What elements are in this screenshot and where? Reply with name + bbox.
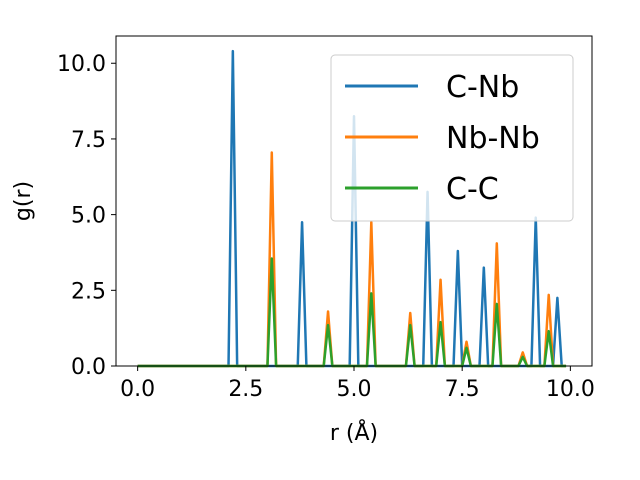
y-tick-label: 2.5 (71, 279, 106, 304)
y-tick-label: 0.0 (71, 355, 106, 380)
x-tick-label: 5.0 (337, 377, 372, 402)
x-tick-label: 7.5 (445, 377, 480, 402)
legend: C-Nb Nb-Nb C-C (330, 54, 574, 222)
legend-label-c-nb: C-Nb (446, 70, 519, 105)
x-axis-ticks: 0.0 2.5 5.0 7.5 10.0 (120, 366, 595, 402)
series-line-c-c (137, 257, 567, 368)
x-tick-label: 0.0 (120, 377, 155, 402)
legend-box (330, 54, 574, 222)
y-tick-label: 10.0 (57, 52, 106, 77)
y-tick-label: 7.5 (71, 128, 106, 153)
y-axis-ticks: 0.0 2.5 5.0 7.5 10.0 (57, 52, 116, 380)
y-axis-label: g(r) (11, 181, 36, 221)
legend-label-c-c: C-C (446, 172, 499, 207)
x-tick-label: 10.0 (546, 377, 595, 402)
x-tick-label: 2.5 (228, 377, 263, 402)
legend-label-nb-nb: Nb-Nb (446, 121, 540, 156)
y-tick-label: 5.0 (71, 204, 106, 229)
x-axis-label: r (Å) (330, 419, 378, 446)
